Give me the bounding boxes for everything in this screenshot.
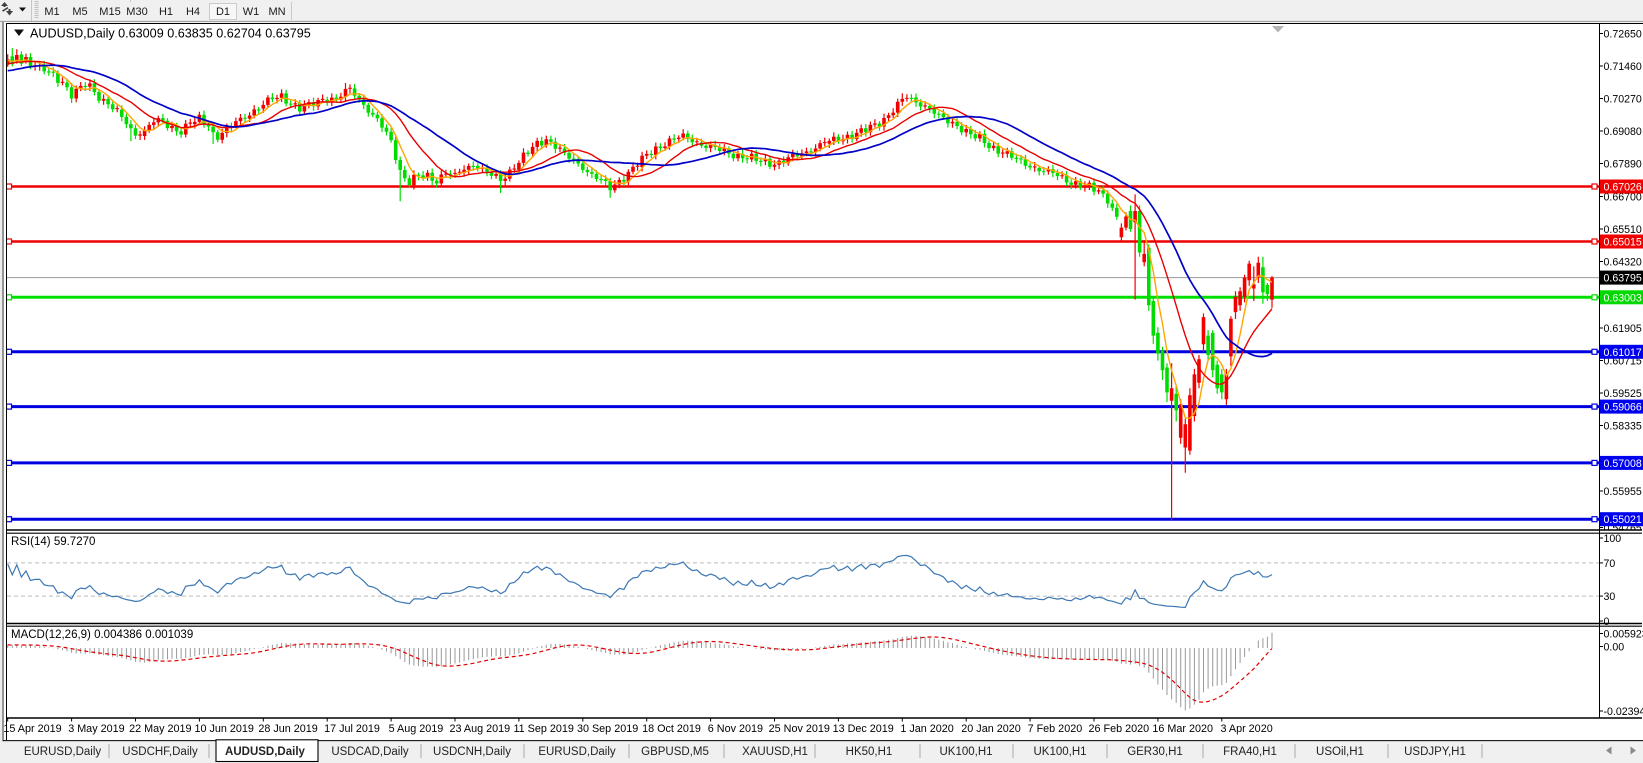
svg-text:0.65015: 0.65015 xyxy=(1604,237,1642,249)
svg-text:1 Jan 2020: 1 Jan 2020 xyxy=(900,723,953,735)
svg-text:23 Aug 2019: 23 Aug 2019 xyxy=(449,723,510,735)
svg-text:0.55021: 0.55021 xyxy=(1604,514,1642,526)
svg-text:0.70270: 0.70270 xyxy=(1604,94,1642,106)
svg-text:0.71460: 0.71460 xyxy=(1604,61,1642,73)
svg-text:15 Apr 2019: 15 Apr 2019 xyxy=(3,723,61,735)
svg-text:GBPUSD,M5: GBPUSD,M5 xyxy=(641,746,709,758)
svg-text:0.59525: 0.59525 xyxy=(1604,388,1642,400)
svg-text:3 Apr 2020: 3 Apr 2020 xyxy=(1220,723,1272,735)
svg-text:0.72650: 0.72650 xyxy=(1604,29,1642,41)
svg-text:MACD(12,26,9) 0.004386 0.00103: MACD(12,26,9) 0.004386 0.001039 xyxy=(11,629,193,641)
svg-text:D1: D1 xyxy=(216,6,230,18)
svg-text:USDCNH,Daily: USDCNH,Daily xyxy=(433,746,511,758)
svg-text:13 Dec 2019: 13 Dec 2019 xyxy=(833,723,894,735)
svg-text:HK50,H1: HK50,H1 xyxy=(846,746,893,758)
svg-text:RSI(14) 59.7270: RSI(14) 59.7270 xyxy=(11,536,95,548)
svg-text:0.61905: 0.61905 xyxy=(1604,323,1642,335)
svg-text:AUDUSD,Daily: AUDUSD,Daily xyxy=(225,746,305,758)
svg-text:H4: H4 xyxy=(186,6,200,18)
svg-text:H1: H1 xyxy=(159,6,173,18)
svg-text:0.63795: 0.63795 xyxy=(1604,273,1642,285)
svg-text:UK100,H1: UK100,H1 xyxy=(1033,746,1086,758)
svg-text:17 Jul 2019: 17 Jul 2019 xyxy=(324,723,380,735)
svg-text:MN: MN xyxy=(268,6,285,18)
svg-text:5 Aug 2019: 5 Aug 2019 xyxy=(389,723,444,735)
svg-text:0.00: 0.00 xyxy=(1604,642,1625,654)
svg-text:UK100,H1: UK100,H1 xyxy=(939,746,992,758)
svg-text:3 May 2019: 3 May 2019 xyxy=(68,723,124,735)
svg-text:0.55955: 0.55955 xyxy=(1604,486,1642,498)
svg-text:0.59066: 0.59066 xyxy=(1604,402,1642,414)
svg-text:EURUSD,Daily: EURUSD,Daily xyxy=(24,746,102,758)
svg-text:0.66700: 0.66700 xyxy=(1604,192,1642,204)
svg-text:0.67026: 0.67026 xyxy=(1604,182,1642,194)
svg-text:USOil,H1: USOil,H1 xyxy=(1316,746,1364,758)
svg-text:0.67890: 0.67890 xyxy=(1604,159,1642,171)
svg-text:30 Sep 2019: 30 Sep 2019 xyxy=(577,723,638,735)
svg-text:7 Feb 2020: 7 Feb 2020 xyxy=(1028,723,1083,735)
svg-text:28 Jun 2019: 28 Jun 2019 xyxy=(258,723,317,735)
svg-text:0.65510: 0.65510 xyxy=(1604,224,1642,236)
svg-text:M30: M30 xyxy=(126,6,147,18)
svg-text:M1: M1 xyxy=(44,6,59,18)
svg-text:16 Mar 2020: 16 Mar 2020 xyxy=(1152,723,1213,735)
svg-text:25 Nov 2019: 25 Nov 2019 xyxy=(769,723,830,735)
svg-text:FRA40,H1: FRA40,H1 xyxy=(1223,746,1277,758)
svg-text:10 Jun 2019: 10 Jun 2019 xyxy=(194,723,253,735)
svg-text:USDCHF,Daily: USDCHF,Daily xyxy=(122,746,198,758)
svg-text:EURUSD,Daily: EURUSD,Daily xyxy=(538,746,616,758)
svg-text:0.61017: 0.61017 xyxy=(1604,347,1642,359)
svg-text:0: 0 xyxy=(1604,616,1610,628)
svg-text:GER30,H1: GER30,H1 xyxy=(1127,746,1183,758)
svg-text:6 Nov 2019: 6 Nov 2019 xyxy=(708,723,763,735)
svg-text:M15: M15 xyxy=(99,6,120,18)
svg-text:0.005923: 0.005923 xyxy=(1604,629,1643,641)
svg-text:-0.023944: -0.023944 xyxy=(1604,706,1643,718)
svg-text:M5: M5 xyxy=(72,6,87,18)
svg-text:26 Feb 2020: 26 Feb 2020 xyxy=(1088,723,1149,735)
svg-text:0.57008: 0.57008 xyxy=(1604,458,1642,470)
svg-text:0.63003: 0.63003 xyxy=(1604,292,1642,304)
svg-text:70: 70 xyxy=(1604,558,1616,570)
svg-text:20 Jan 2020: 20 Jan 2020 xyxy=(961,723,1020,735)
svg-text:USDJPY,H1: USDJPY,H1 xyxy=(1404,746,1466,758)
svg-text:11 Sep 2019: 11 Sep 2019 xyxy=(513,723,573,735)
svg-text:22 May 2019: 22 May 2019 xyxy=(129,723,191,735)
svg-text:0.58335: 0.58335 xyxy=(1604,421,1642,433)
svg-text:0.69080: 0.69080 xyxy=(1604,126,1642,138)
svg-text:USDCAD,Daily: USDCAD,Daily xyxy=(331,746,409,758)
svg-text:18 Oct 2019: 18 Oct 2019 xyxy=(642,723,701,735)
svg-text:XAUUSD,H1: XAUUSD,H1 xyxy=(742,746,808,758)
svg-text:W1: W1 xyxy=(243,6,260,18)
svg-text:100: 100 xyxy=(1604,533,1622,545)
svg-text:0.64320: 0.64320 xyxy=(1604,257,1642,269)
svg-text:AUDUSD,Daily 0.63009 0.63835: AUDUSD,Daily 0.63009 0.63835 0.62704 0.6… xyxy=(30,27,311,41)
svg-text:30: 30 xyxy=(1604,591,1616,603)
